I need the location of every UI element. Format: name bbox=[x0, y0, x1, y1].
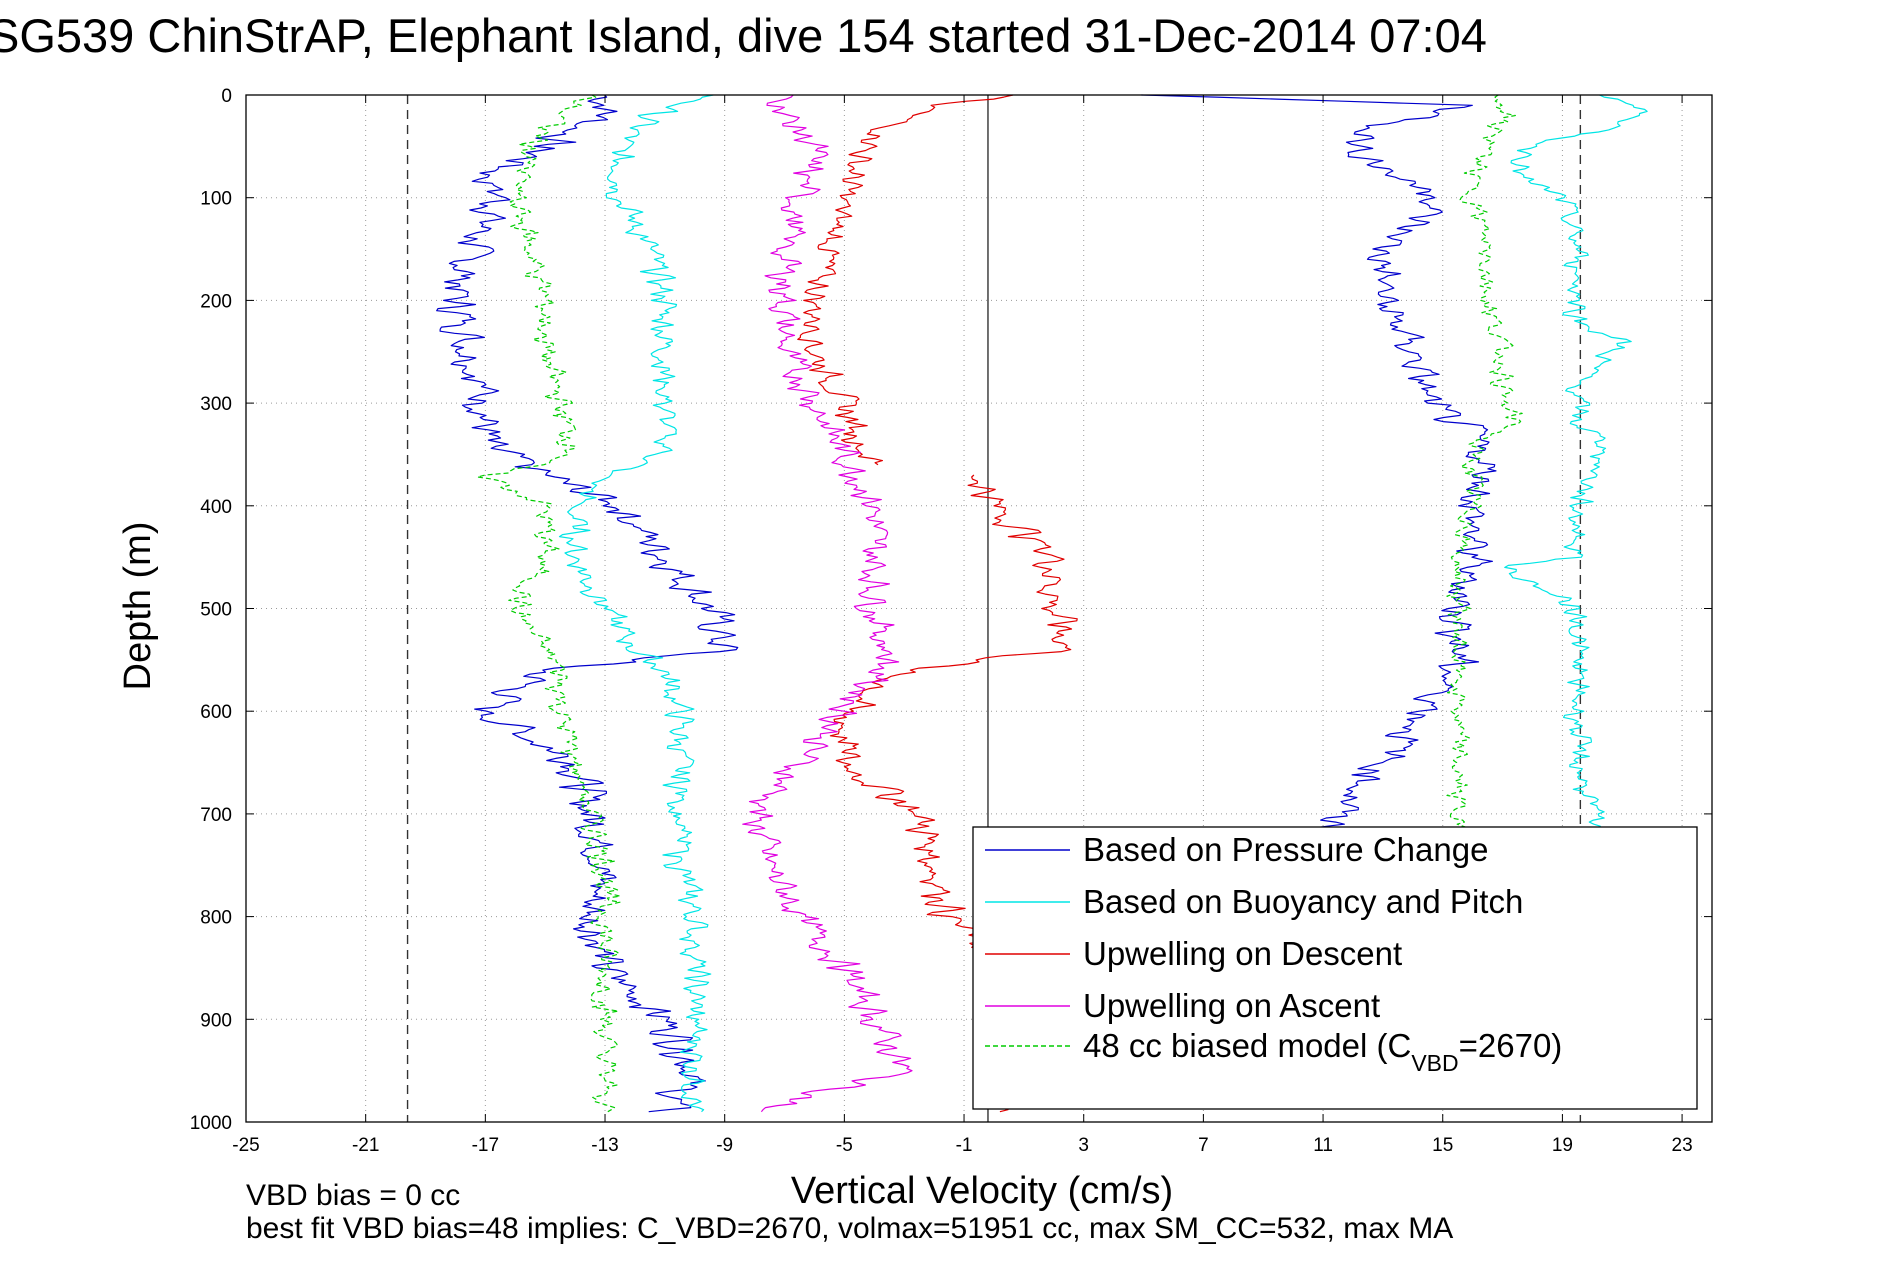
x-tick-label: -5 bbox=[836, 1135, 853, 1156]
y-tick-label: 300 bbox=[200, 394, 232, 415]
y-tick-label: 200 bbox=[200, 291, 232, 312]
y-tick-label: 400 bbox=[200, 497, 232, 518]
x-tick-label: -1 bbox=[956, 1135, 973, 1156]
x-tick-label: 23 bbox=[1672, 1135, 1693, 1156]
y-tick-label: 900 bbox=[200, 1010, 232, 1031]
y-tick-label: 100 bbox=[200, 189, 232, 210]
x-tick-label: 19 bbox=[1552, 1135, 1573, 1156]
x-axis-ticks: -25 -21 -17 -13 -9 -5 -1 3 7 11 15 19 23 bbox=[232, 95, 1693, 1156]
x-tick-label: -17 bbox=[472, 1135, 499, 1156]
x-tick-label: 11 bbox=[1313, 1135, 1333, 1156]
footer-line-1: VBD bias = 0 cc bbox=[246, 1179, 460, 1212]
legend: Based on Pressure Change Based on Buoyanc… bbox=[972, 826, 1698, 1110]
y-tick-label: 800 bbox=[200, 908, 232, 929]
x-tick-label: -25 bbox=[232, 1135, 259, 1156]
x-tick-label: -9 bbox=[716, 1135, 733, 1156]
x-tick-label: -21 bbox=[352, 1135, 379, 1156]
x-tick-label: 15 bbox=[1432, 1135, 1453, 1156]
y-tick-label: 600 bbox=[200, 702, 232, 723]
y-tick-label: 700 bbox=[200, 805, 232, 826]
legend-label: 48 cc biased model (CVBD=2670) bbox=[1083, 1027, 1562, 1076]
series-line-8 bbox=[1446, 94, 1523, 835]
series-line-0 bbox=[436, 94, 739, 1113]
x-tick-label: -13 bbox=[591, 1135, 618, 1156]
legend-label: Upwelling on Descent bbox=[1083, 935, 1402, 972]
series-line-4 bbox=[742, 94, 913, 1113]
x-tick-label: 3 bbox=[1078, 1135, 1089, 1156]
series-line-7 bbox=[1504, 94, 1648, 835]
chart-title: SG539 ChinStrAP, Elephant Island, dive 1… bbox=[0, 9, 1487, 62]
series-line-5 bbox=[476, 94, 621, 1113]
series-line-2 bbox=[797, 94, 1014, 466]
y-axis-label: Depth (m) bbox=[117, 522, 159, 691]
legend-label: Upwelling on Ascent bbox=[1083, 987, 1380, 1024]
x-axis-label: Vertical Velocity (cm/s) bbox=[791, 1170, 1173, 1212]
y-tick-label: 0 bbox=[221, 86, 232, 107]
legend-label: Based on Buoyancy and Pitch bbox=[1083, 883, 1523, 920]
series-line-1 bbox=[558, 94, 714, 1113]
y-tick-label: 500 bbox=[200, 600, 232, 621]
y-tick-label: 1000 bbox=[190, 1113, 232, 1134]
data-series bbox=[436, 94, 1648, 1113]
series-line-6 bbox=[1141, 94, 1497, 835]
y-axis-ticks: 0 100 200 300 400 500 600 700 800 900 1000 bbox=[190, 86, 1712, 1134]
legend-label: Based on Pressure Change bbox=[1083, 831, 1488, 868]
footer-line-2: best fit VBD bias=48 implies: C_VBD=2670… bbox=[246, 1212, 1453, 1245]
legend-box bbox=[972, 826, 1698, 1110]
x-tick-label: 7 bbox=[1198, 1135, 1209, 1156]
